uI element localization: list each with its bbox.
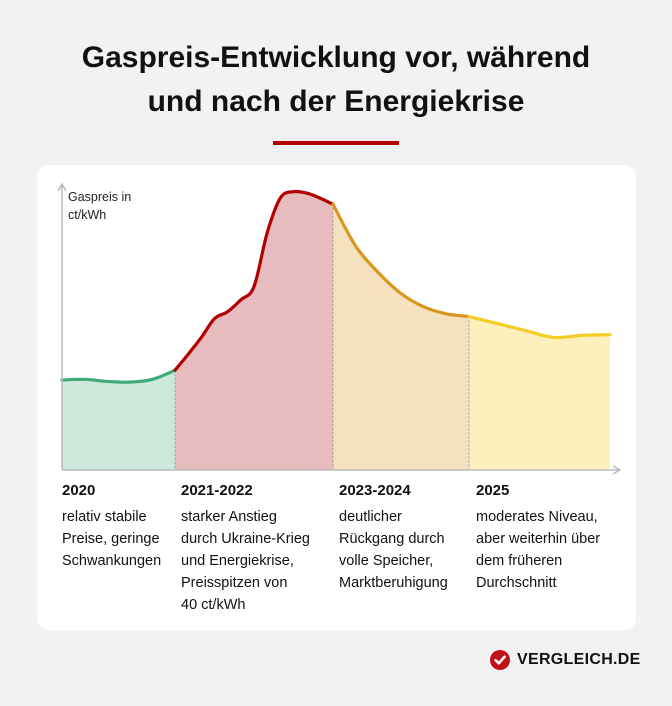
segment-label-2: 2023-2024 deutlicher Rückgang durch voll…	[339, 480, 448, 594]
period-description: moderates Niveau, aber weiterhin über de…	[476, 509, 601, 591]
period-label: 2020	[62, 482, 96, 499]
title-line-1: Gaspreis-Entwicklung vor, während	[81, 41, 591, 74]
period-label: 2023-2024	[339, 482, 411, 499]
line-2021-2022	[173, 189, 335, 372]
period-label: 2021-2022	[181, 482, 253, 499]
period-description: relativ stabile Preise, geringe Schwanku…	[62, 509, 162, 569]
segment-label-1: 2021-2022 starker Anstieg durch Ukraine-…	[181, 480, 310, 616]
segment-label-0: 2020 relativ stabile Preise, geringe Sch…	[62, 480, 161, 572]
line-2020	[60, 368, 177, 384]
brand-logo: VERGLEICH.DE	[490, 650, 641, 670]
y-axis-label-line-2: ct/kWh	[68, 208, 107, 222]
page-title: Gaspreis-Entwicklung vor, während und na…	[0, 36, 672, 124]
title-line-2: und nach der Energiekrise	[147, 85, 525, 118]
period-description: starker Anstieg durch Ukraine-Krieg und …	[181, 509, 310, 613]
x-axis-arrow-icon	[612, 465, 622, 475]
title-underline	[273, 141, 399, 145]
area-2023-2024	[333, 204, 469, 470]
period-description: deutlicher Rückgang durch volle Speicher…	[339, 509, 448, 591]
y-axis-label: Gaspreis in ct/kWh	[68, 188, 131, 224]
area-2020	[62, 370, 175, 470]
y-axis-arrow-icon	[57, 182, 67, 192]
y-axis-label-line-1: Gaspreis in	[68, 190, 132, 204]
line-2023-2024	[331, 202, 471, 319]
area-2021-2022	[175, 191, 333, 470]
brand-name: VERGLEICH.DE	[517, 651, 641, 668]
check-circle-icon	[490, 650, 510, 670]
segment-label-3: 2025 moderates Niveau, aber weiterhin üb…	[476, 480, 600, 594]
period-label: 2025	[476, 482, 510, 499]
line-2025	[467, 314, 612, 340]
area-2025	[469, 316, 610, 470]
